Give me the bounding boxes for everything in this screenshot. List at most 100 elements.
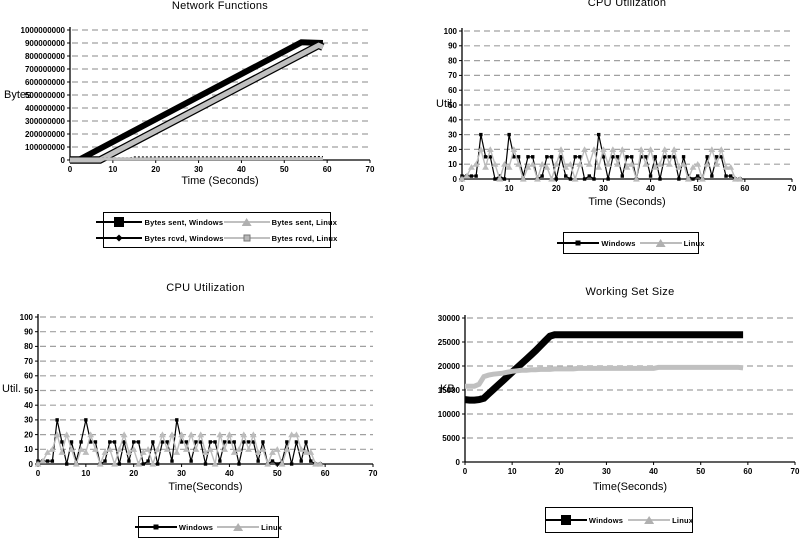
square-marker-icon	[658, 177, 661, 180]
triangle-marker-icon	[506, 164, 513, 170]
y-tick-label: 100	[20, 313, 34, 322]
x-tick-label: 10	[108, 165, 117, 174]
legend-label: Bytes rcvd, Windows	[144, 234, 223, 243]
square-marker-icon	[531, 155, 534, 158]
square-marker-icon	[70, 440, 73, 443]
y-tick-label: 15000	[438, 386, 461, 395]
square-marker-icon	[46, 459, 49, 462]
legend-line	[628, 519, 670, 521]
y-tick-label: 30	[448, 130, 457, 139]
square-marker-icon	[261, 440, 264, 443]
square-marker-icon	[682, 155, 685, 158]
legend-item: Bytes rcvd, Windows	[96, 234, 223, 243]
y-tick-label: 0	[456, 458, 461, 467]
y-tick-label: 90	[448, 42, 457, 51]
square-marker-icon	[94, 440, 97, 443]
square-marker-icon	[237, 462, 240, 465]
square-marker-icon	[309, 459, 312, 462]
gray-triangle-icon	[644, 516, 654, 524]
x-axis-title: Time(Seconds)	[38, 481, 373, 493]
square-marker-icon	[644, 155, 647, 158]
x-axis-title: Time (Seconds)	[70, 175, 370, 187]
square-marker-icon	[484, 155, 487, 158]
square-marker-icon	[300, 459, 303, 462]
triangle-marker-icon	[468, 164, 475, 170]
y-tick-label: 50	[448, 101, 457, 110]
legend-label: Bytes sent, Windows	[144, 218, 223, 227]
square-marker-icon	[470, 174, 473, 177]
legend-item: Windows	[545, 516, 623, 525]
y-tick-label: 80	[24, 342, 33, 351]
x-tick-label: 50	[273, 469, 282, 478]
y-tick-label: 10	[448, 160, 457, 169]
x-tick-label: 0	[36, 469, 41, 478]
square-marker-icon	[276, 462, 279, 465]
x-tick-label: 50	[693, 184, 702, 193]
y-tick-label: 70	[448, 71, 457, 80]
y-tick-label: 200000000	[25, 130, 66, 139]
square-marker-icon	[503, 177, 506, 180]
legend-line	[217, 526, 259, 528]
square-marker-icon	[113, 440, 116, 443]
square-marker-icon	[564, 174, 567, 177]
triangle-marker-icon	[173, 449, 180, 455]
triangle-marker-icon	[482, 164, 489, 170]
x-tick-label: 40	[646, 184, 655, 193]
square-marker-icon	[223, 440, 226, 443]
y-tick-label: 25000	[438, 338, 461, 347]
square-marker-icon	[578, 155, 581, 158]
square-marker-icon	[118, 462, 121, 465]
y-tick-label: 300000000	[25, 117, 66, 126]
x-tick-label: 0	[463, 467, 468, 476]
x-tick-label: 20	[151, 165, 160, 174]
y-tick-label: 0	[29, 460, 34, 469]
y-tick-label: 80	[448, 56, 457, 65]
square-marker-icon	[517, 155, 520, 158]
square-marker-icon	[213, 440, 216, 443]
square-marker-icon	[233, 440, 236, 443]
x-tick-label: 70	[791, 467, 800, 476]
square-marker-icon	[55, 418, 58, 421]
y-tick-label: 100000000	[25, 143, 66, 152]
x-tick-label: 30	[177, 469, 186, 478]
legend-item: Bytes sent, Linux	[224, 218, 338, 227]
square-marker-icon	[132, 440, 135, 443]
square-marker-icon	[209, 440, 212, 443]
square-marker-icon	[79, 440, 82, 443]
square-marker-icon	[545, 155, 548, 158]
square-marker-icon	[84, 418, 87, 421]
y-tick-label: 60	[24, 372, 33, 381]
square-marker-icon	[663, 155, 666, 158]
x-tick-label: 10	[505, 184, 514, 193]
square-marker-icon	[137, 440, 140, 443]
y-tick-label: 400000000	[25, 104, 66, 113]
y-tick-label: 10000	[438, 410, 461, 419]
square-marker-icon	[256, 459, 259, 462]
legend-line	[224, 237, 270, 239]
y-tick-label: 90	[24, 328, 33, 337]
legend-item: Linux	[217, 523, 282, 532]
square-marker-icon	[127, 459, 130, 462]
legend-line	[96, 221, 142, 223]
y-tick-label: 5000	[442, 434, 460, 443]
square-marker-icon	[569, 177, 572, 180]
square-marker-icon	[621, 174, 624, 177]
y-tick-label: 1000000000	[21, 26, 66, 35]
square-marker-icon	[654, 155, 657, 158]
triangle-marker-icon	[269, 449, 276, 455]
legend-label: Linux	[672, 516, 693, 525]
y-tick-label: 500000000	[25, 91, 66, 100]
square-marker-icon	[285, 440, 288, 443]
x-tick-label: 40	[649, 467, 658, 476]
triangle-marker-icon	[82, 449, 89, 455]
legend-label: Linux	[261, 523, 282, 532]
legend-line	[557, 242, 599, 244]
square-marker-icon	[204, 462, 207, 465]
square-marker-icon	[146, 459, 149, 462]
large-black-square-icon	[561, 515, 571, 525]
square-marker-icon	[51, 459, 54, 462]
x-tick-label: 70	[369, 469, 378, 478]
square-marker-icon	[108, 440, 111, 443]
